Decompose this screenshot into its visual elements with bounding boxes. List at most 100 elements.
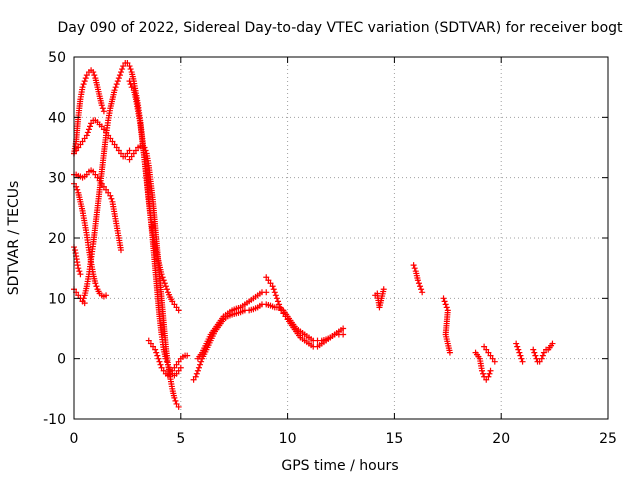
data-point [92, 280, 99, 287]
data-point [100, 183, 107, 190]
x-tick-label: 20 [492, 431, 510, 447]
data-point [171, 394, 178, 401]
x-tick-label: 15 [385, 431, 403, 447]
data-point [77, 271, 84, 278]
data-point [197, 361, 204, 368]
data-point [88, 120, 95, 127]
data-point [83, 132, 90, 139]
data-point-fill [93, 283, 100, 290]
series-arc-r [472, 349, 494, 383]
data-point [440, 295, 447, 302]
series-arc-k [190, 301, 280, 383]
data-point [100, 126, 107, 133]
data-point [419, 289, 426, 296]
series-arc-a [71, 67, 107, 157]
data-point [90, 168, 97, 175]
data-point [485, 349, 492, 356]
data-point [417, 283, 424, 290]
data-point [156, 358, 163, 365]
series-arc-t [513, 340, 526, 365]
series-arc-l [194, 289, 270, 362]
data-point [126, 147, 133, 154]
data-point [111, 141, 118, 148]
data-point [485, 373, 492, 380]
data-point [120, 63, 127, 70]
data-point [117, 247, 124, 254]
data-point-fill [441, 298, 448, 305]
data-point-fill [172, 397, 179, 404]
x-tick-label: 25 [599, 431, 617, 447]
data-point [126, 156, 133, 163]
data-point [164, 361, 171, 368]
series-arc-c [71, 167, 124, 254]
data-point [75, 265, 82, 272]
data-point [109, 138, 116, 145]
x-axis-label: GPS time / hours [281, 458, 398, 474]
data-point [162, 283, 169, 290]
data-point [175, 307, 182, 314]
data-point [263, 289, 270, 296]
data-point [83, 171, 90, 178]
data-point-fill [516, 349, 523, 356]
data-point [171, 301, 178, 308]
data-point [538, 355, 545, 362]
data-point-fill [155, 355, 162, 362]
data-point-fill [87, 123, 94, 130]
data-point [442, 301, 449, 308]
data-point-fill [411, 265, 418, 272]
data-point [122, 153, 129, 160]
data-point [81, 135, 88, 142]
data-point [152, 346, 159, 353]
data-point-fill [193, 370, 200, 377]
series-arc-e [71, 244, 84, 278]
data-point [128, 84, 135, 91]
data-point-fill [80, 81, 87, 88]
data-point [173, 370, 180, 377]
x-tick-label: 10 [279, 431, 297, 447]
data-point-fill [163, 286, 170, 293]
series-arc-p [410, 262, 426, 296]
data-point [173, 361, 180, 368]
data-point-fill [127, 81, 134, 88]
data-point [271, 289, 278, 296]
x-tick-label: 0 [70, 431, 79, 447]
data-point [77, 141, 84, 148]
data-point [414, 277, 421, 284]
data-point [515, 346, 522, 353]
y-tick-label: 0 [57, 352, 66, 368]
data-point-fill [99, 105, 106, 112]
data-point [491, 358, 498, 365]
data-point-fill [82, 75, 89, 82]
data-point-fill [415, 280, 422, 287]
y-tick-label: 10 [48, 291, 66, 307]
data-point-fill [480, 370, 487, 377]
data-point [113, 81, 120, 88]
data-point [126, 63, 133, 70]
data-point [83, 72, 90, 79]
data-point [487, 367, 494, 374]
data-point [90, 69, 97, 76]
data-point [76, 268, 83, 275]
data-point [177, 364, 184, 371]
series-arc-m [263, 274, 347, 350]
data-point-fill [153, 349, 160, 356]
data-point-fill [108, 195, 115, 202]
data-point-fill [159, 274, 166, 281]
data-point-fill [112, 84, 119, 91]
data-point [98, 102, 105, 109]
data-point [158, 364, 165, 371]
y-tick-label: 40 [48, 110, 66, 126]
data-point [380, 286, 387, 293]
data-point [79, 298, 86, 305]
data-point [124, 150, 131, 157]
data-point [132, 147, 139, 154]
series-arc-q [440, 295, 453, 356]
data-point [549, 340, 556, 347]
series-arc-j [145, 337, 191, 379]
data-point [98, 123, 105, 130]
data-point [154, 352, 161, 359]
series-arc-d [71, 180, 110, 300]
data-point-fill [114, 78, 121, 85]
data-point-fill [418, 286, 425, 293]
